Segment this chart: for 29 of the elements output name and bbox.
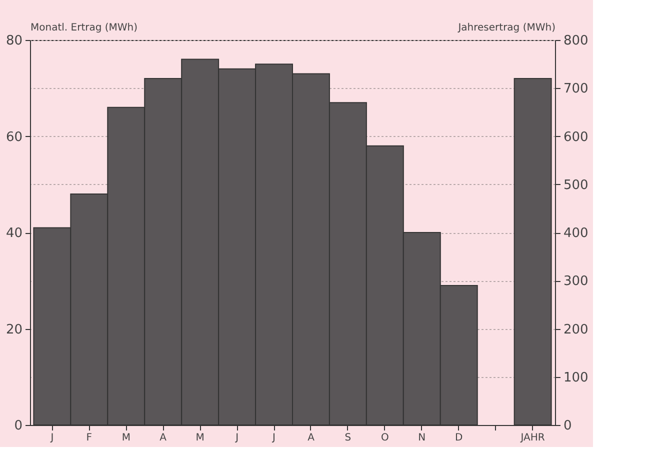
x-tick-label: JAHR [520, 432, 545, 444]
x-tick-label: N [418, 432, 426, 444]
y2-tick-label: 300 [564, 274, 588, 290]
x-tick-label: F [86, 432, 92, 444]
y2-tick-label: 200 [564, 322, 588, 338]
y2-tick-label: 0 [564, 418, 572, 434]
x-tick-label: J [272, 432, 276, 444]
y2-tick-label: 400 [564, 226, 588, 241]
y-tick-label: 0 [14, 418, 22, 434]
x-tick-label: A [160, 432, 167, 444]
y2-tick-label: 600 [564, 130, 588, 145]
y2-tick-label: 700 [564, 82, 588, 97]
x-tick-label: D [455, 432, 464, 444]
x-tick-label: M [122, 432, 130, 444]
y2-tick-label: 800 [564, 34, 588, 48]
y-axis-title: Monatl. Ertrag (MWh) [30, 22, 138, 34]
y2-axis-title: Jahresertrag (MWh) [457, 22, 556, 34]
x-tick-label: J [234, 432, 239, 444]
y-tick-label: 60 [6, 130, 22, 145]
y-tick-label: 40 [6, 226, 22, 241]
x-tick-label: O [380, 432, 389, 444]
y-tick-label: 80 [6, 34, 22, 48]
x-tick-label: S [344, 432, 352, 444]
x-tick-label: M [196, 432, 204, 444]
y2-tick-label: 100 [564, 370, 588, 386]
x-tick-label: A [308, 432, 315, 444]
x-tick-label: J [50, 432, 54, 444]
y2-tick-label: 500 [564, 178, 588, 193]
y-tick-label: 20 [6, 322, 22, 338]
